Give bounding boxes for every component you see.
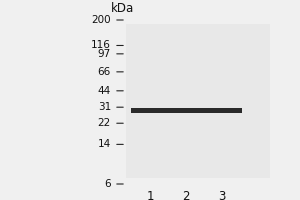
Bar: [167, 108, 206, 113]
Text: 116: 116: [91, 40, 111, 50]
Text: 200: 200: [92, 15, 111, 25]
Text: kDa: kDa: [111, 1, 135, 15]
Text: 97: 97: [98, 49, 111, 59]
Text: 14: 14: [98, 139, 111, 149]
Bar: [130, 108, 170, 113]
Text: 22: 22: [98, 118, 111, 128]
Bar: [126, 20, 282, 184]
Text: 31: 31: [98, 102, 111, 112]
Text: 6: 6: [104, 179, 111, 189]
Text: 2: 2: [182, 190, 190, 200]
Text: 3: 3: [218, 190, 226, 200]
Text: 66: 66: [98, 67, 111, 77]
Text: 1: 1: [146, 190, 154, 200]
Bar: [202, 108, 242, 113]
Text: 44: 44: [98, 86, 111, 96]
